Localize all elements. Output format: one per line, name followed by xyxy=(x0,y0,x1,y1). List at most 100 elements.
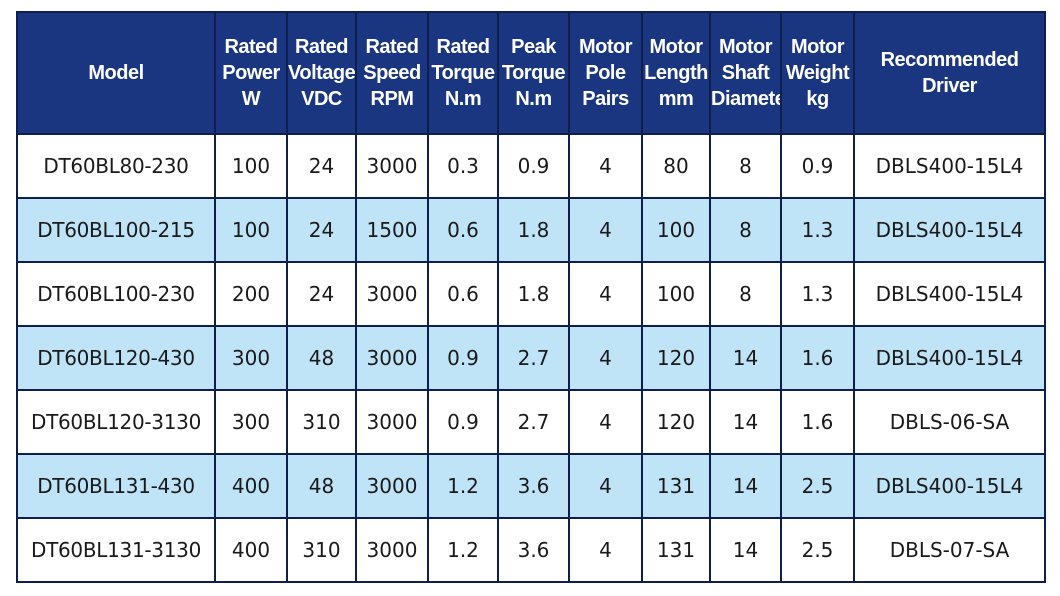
column-header-line: Power xyxy=(222,62,280,84)
cell-rated-voltage: 24 xyxy=(286,133,357,199)
column-header-line: Length xyxy=(644,62,708,84)
column-header-rated-speed: Rated Speed RPM xyxy=(355,11,429,135)
cell-rated-speed: 3000 xyxy=(355,133,429,199)
cell-rated-voltage: 310 xyxy=(286,389,357,455)
column-header-motor-weight: Motor Weight kg xyxy=(780,11,855,135)
cell-recommended-driver: DBLS400-15L4 xyxy=(853,325,1046,391)
column-header-line: Rated xyxy=(365,36,419,58)
column-header-rated-voltage: Rated Voltage VDC xyxy=(286,11,357,135)
column-header-line: N.m xyxy=(515,88,552,110)
cell-rated-voltage: 24 xyxy=(286,197,357,263)
column-header-line: Speed xyxy=(363,62,421,84)
cell-rated-power: 100 xyxy=(214,133,288,199)
cell-rated-torque: 0.6 xyxy=(427,261,499,327)
cell-rated-torque: 1.2 xyxy=(427,453,499,519)
cell-rated-torque: 0.6 xyxy=(427,197,499,263)
cell-motor-weight: 1.6 xyxy=(780,325,855,391)
cell-motor-pole-pairs: 4 xyxy=(568,325,643,391)
column-header-line: Recommended xyxy=(880,49,1019,71)
cell-peak-torque: 2.7 xyxy=(497,325,570,391)
cell-rated-torque: 1.2 xyxy=(427,517,499,583)
table-body: DT60BL80-230 100 24 3000 0.3 0.9 4 80 8 0.9 DBLS40… xyxy=(16,133,1046,583)
cell-peak-torque: 2.7 xyxy=(497,389,570,455)
cell-rated-voltage: 48 xyxy=(286,453,357,519)
cell-model: DT60BL120-3130 xyxy=(16,389,216,455)
cell-rated-power: 400 xyxy=(214,517,288,583)
column-header-line: W xyxy=(241,88,261,110)
cell-motor-weight: 1.6 xyxy=(780,389,855,455)
column-header-line: Voltage xyxy=(288,62,356,84)
cell-motor-pole-pairs: 4 xyxy=(568,453,643,519)
column-header-motor-shaft-diameter: Motor Shaft Diameter xyxy=(709,11,782,135)
column-header-line: Motor xyxy=(718,36,773,58)
column-header-rated-power: Rated Power W xyxy=(214,11,288,135)
table-row: DT60BL80-230 100 24 3000 0.3 0.9 4 80 8 0.9 DBLS40… xyxy=(16,133,1046,199)
column-header-line: Torque xyxy=(501,62,566,84)
column-header-line: Motor xyxy=(649,36,703,58)
column-header-peak-torque: Peak Torque N.m xyxy=(497,11,570,135)
cell-motor-pole-pairs: 4 xyxy=(568,389,643,455)
column-header-line: Shaft xyxy=(721,62,770,84)
column-header-line: Weight xyxy=(785,62,850,84)
cell-rated-speed: 3000 xyxy=(355,389,429,455)
column-header-line: Pairs xyxy=(582,88,629,110)
cell-motor-length: 100 xyxy=(641,197,711,263)
table-row: DT60BL120-430 300 48 3000 0.9 2.7 4 120 14 1.6 DBL… xyxy=(16,325,1046,391)
cell-motor-length: 80 xyxy=(641,133,711,199)
column-header-line: Rated xyxy=(436,36,490,58)
cell-rated-power: 200 xyxy=(214,261,288,327)
cell-motor-weight: 1.3 xyxy=(780,261,855,327)
cell-rated-power: 300 xyxy=(214,325,288,391)
column-header-model: Model xyxy=(16,11,216,135)
column-header-line: mm xyxy=(658,88,694,110)
cell-recommended-driver: DBLS-06-SA xyxy=(853,389,1046,455)
column-header-line: N.m xyxy=(444,88,482,110)
table-row: DT60BL100-230 200 24 3000 0.6 1.8 4 100 8 1.3 DBLS… xyxy=(16,261,1046,327)
cell-rated-voltage: 24 xyxy=(286,261,357,327)
cell-motor-length: 100 xyxy=(641,261,711,327)
cell-motor-weight: 0.9 xyxy=(780,133,855,199)
cell-rated-torque: 0.9 xyxy=(427,389,499,455)
cell-rated-torque: 0.3 xyxy=(427,133,499,199)
column-header-line: Motor xyxy=(790,36,845,58)
column-header-line: Torque xyxy=(431,62,495,84)
table-row: DT60BL131-430 400 48 3000 1.2 3.6 4 131 14 2.5 DBL… xyxy=(16,453,1046,519)
cell-motor-length: 120 xyxy=(641,389,711,455)
cell-motor-length: 131 xyxy=(641,453,711,519)
cell-rated-speed: 3000 xyxy=(355,453,429,519)
cell-motor-shaft-diameter: 8 xyxy=(709,261,782,327)
cell-model: DT60BL80-230 xyxy=(16,133,216,199)
cell-recommended-driver: DBLS400-15L4 xyxy=(853,453,1046,519)
cell-rated-power: 400 xyxy=(214,453,288,519)
cell-motor-length: 120 xyxy=(641,325,711,391)
table-row: DT60BL131-3130 400 310 3000 1.2 3.6 4 131 14 2.5 D… xyxy=(16,517,1046,583)
cell-recommended-driver: DBLS400-15L4 xyxy=(853,197,1046,263)
cell-rated-speed: 3000 xyxy=(355,517,429,583)
cell-motor-pole-pairs: 4 xyxy=(568,517,643,583)
column-header-line: Diameter xyxy=(711,88,779,110)
column-header-line: Rated xyxy=(294,36,349,58)
column-header-rated-torque: Rated Torque N.m xyxy=(427,11,499,135)
cell-peak-torque: 1.8 xyxy=(497,261,570,327)
cell-rated-torque: 0.9 xyxy=(427,325,499,391)
cell-model: DT60BL100-230 xyxy=(16,261,216,327)
cell-rated-power: 100 xyxy=(214,197,288,263)
cell-model: DT60BL131-3130 xyxy=(16,517,216,583)
cell-model: DT60BL120-430 xyxy=(16,325,216,391)
cell-model: DT60BL100-215 xyxy=(16,197,216,263)
cell-motor-weight: 2.5 xyxy=(780,517,855,583)
cell-motor-shaft-diameter: 14 xyxy=(709,325,782,391)
column-header-line: RPM xyxy=(370,88,414,110)
cell-recommended-driver: DBLS400-15L4 xyxy=(853,261,1046,327)
cell-recommended-driver: DBLS-07-SA xyxy=(853,517,1046,583)
cell-rated-speed: 1500 xyxy=(355,197,429,263)
header-row: Model Rated Power W Rated Voltage VDC Rated Spee… xyxy=(16,11,1046,135)
table-row: DT60BL120-3130 300 310 3000 0.9 2.7 4 120 14 1.6 D… xyxy=(16,389,1046,455)
cell-peak-torque: 3.6 xyxy=(497,517,570,583)
cell-peak-torque: 0.9 xyxy=(497,133,570,199)
motor-spec-table: Model Rated Power W Rated Voltage VDC Rated Spee… xyxy=(16,11,1046,583)
column-header-line: Rated xyxy=(224,36,278,58)
column-header-line: Peak xyxy=(511,36,556,58)
column-header-line: Pole xyxy=(585,62,626,84)
cell-motor-pole-pairs: 4 xyxy=(568,197,643,263)
